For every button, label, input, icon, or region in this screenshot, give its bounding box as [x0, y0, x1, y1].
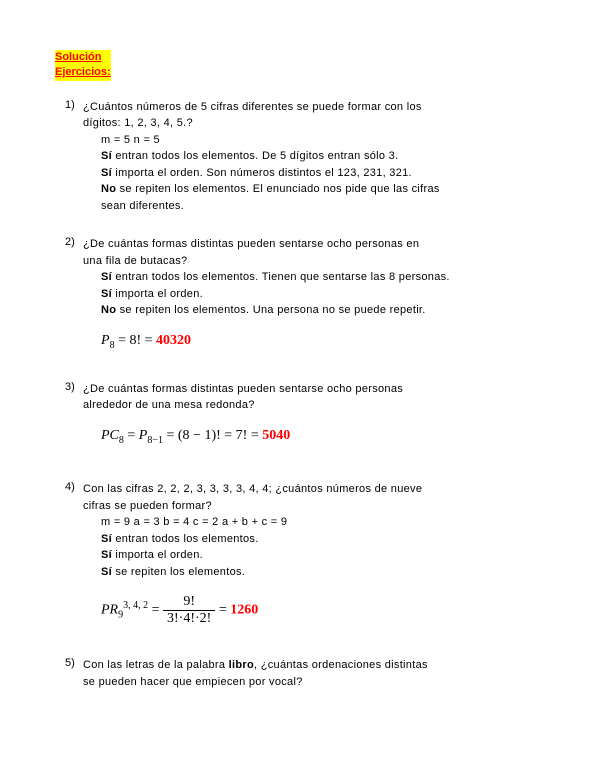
- question-line: ¿De cuántas formas distintas pueden sent…: [83, 236, 545, 253]
- answer-line: Sí se repiten los elementos.: [101, 564, 545, 581]
- exercise-number: 4): [65, 481, 75, 493]
- header-line1: Solución: [55, 51, 101, 63]
- answer-line: Sí entran todos los elementos. De 5 dígi…: [101, 148, 545, 165]
- param-line: m = 9 a = 3 b = 4 c = 2 a + b + c = 9: [101, 514, 545, 531]
- exercise-number: 5): [65, 657, 75, 669]
- answer-line: sean diferentes.: [101, 198, 545, 215]
- header-line2: Ejercicios:: [55, 66, 111, 78]
- formula: P8 = 8! = 40320: [101, 333, 545, 351]
- question-line: ¿De cuántas formas distintas pueden sent…: [83, 381, 545, 398]
- exercise-5: 5) Con las letras de la palabra libro, ¿…: [55, 657, 545, 690]
- exercise-number: 1): [65, 99, 75, 111]
- answer-line: Sí importa el orden. Son números distint…: [101, 165, 545, 182]
- answer-line: No se repiten los elementos. Una persona…: [101, 302, 545, 319]
- exercise-2: 2) ¿De cuántas formas distintas pueden s…: [55, 236, 545, 350]
- question-line: Con las letras de la palabra libro, ¿cuá…: [83, 657, 545, 674]
- document-header: Solución Ejercicios:: [55, 50, 111, 81]
- question-line: cifras se pueden formar?: [83, 498, 545, 515]
- question-line: alrededor de una mesa redonda?: [83, 397, 545, 414]
- exercise-1: 1) ¿Cuántos números de 5 cifras diferent…: [55, 99, 545, 215]
- exercise-4: 4) Con las cifras 2, 2, 2, 3, 3, 3, 3, 4…: [55, 481, 545, 627]
- question-line: Con las cifras 2, 2, 2, 3, 3, 3, 3, 4, 4…: [83, 481, 545, 498]
- question-line: se pueden hacer que empiecen por vocal?: [83, 674, 545, 691]
- exercise-3: 3) ¿De cuántas formas distintas pueden s…: [55, 381, 545, 446]
- question-line: ¿Cuántos números de 5 cifras diferentes …: [83, 99, 545, 116]
- param-line: m = 5 n = 5: [101, 132, 545, 149]
- document-page: Solución Ejercicios: 1) ¿Cuántos números…: [0, 0, 600, 752]
- answer-line: Sí importa el orden.: [101, 547, 545, 564]
- question-line: dígitos: 1, 2, 3, 4, 5.?: [83, 115, 545, 132]
- answer-line: Sí entran todos los elementos. Tienen qu…: [101, 269, 545, 286]
- formula: PR93, 4, 2 = 9!3!·4!·2! = 1260: [101, 594, 545, 627]
- exercise-number: 2): [65, 236, 75, 248]
- answer-line: No se repiten los elementos. El enunciad…: [101, 181, 545, 198]
- answer-line: Sí importa el orden.: [101, 286, 545, 303]
- formula: PC8 = P8−1 = (8 − 1)! = 7! = 5040: [101, 428, 545, 446]
- question-line: una fila de butacas?: [83, 253, 545, 270]
- answer-line: Sí entran todos los elementos.: [101, 531, 545, 548]
- exercise-number: 3): [65, 381, 75, 393]
